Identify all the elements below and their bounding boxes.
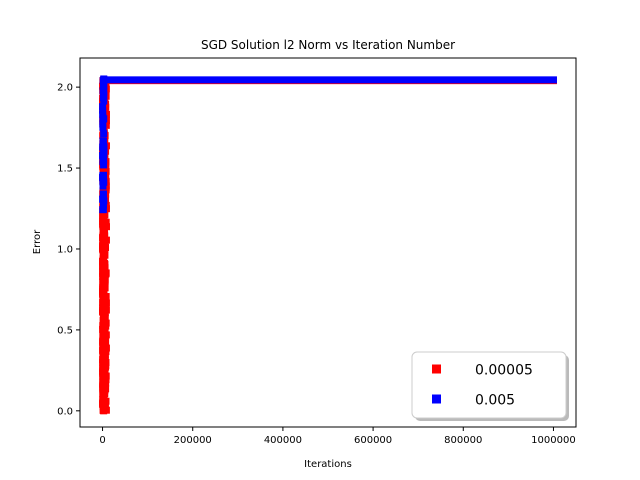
data-point: [99, 173, 107, 181]
y-axis-label: Error: [32, 229, 43, 254]
x-axis-label: Iterations: [304, 459, 352, 470]
y-tick-label: 0.0: [57, 406, 73, 417]
data-point: [100, 82, 108, 90]
legend-box: [411, 351, 567, 419]
data-point: [100, 91, 108, 99]
data-point: [99, 195, 107, 203]
legend-label: 0.00005: [475, 363, 533, 379]
y-tick-label: 0.5: [57, 325, 73, 336]
data-point: [99, 201, 107, 209]
series-1: [99, 75, 557, 214]
x-axis: 0 200000 400000 600000 800000 1000000: [99, 427, 576, 446]
data-point: [100, 156, 108, 164]
y-tick-label: 1.5: [57, 164, 73, 175]
x-tick-label: 1000000: [531, 435, 576, 446]
chart-title: SGD Solution l2 Norm vs Iteration Number: [201, 38, 455, 52]
legend: 0.00005 0.005: [411, 351, 569, 421]
data-point: [100, 143, 108, 151]
data-point: [99, 205, 107, 213]
x-tick-label: 600000: [354, 435, 392, 446]
data-point: [99, 77, 107, 85]
x-tick-label: 800000: [444, 435, 482, 446]
data-point: [100, 177, 108, 185]
data-point: [99, 113, 107, 121]
x-tick-label: 200000: [174, 435, 212, 446]
x-tick-label: 400000: [264, 435, 302, 446]
data-point: [99, 120, 107, 128]
data-point: [100, 130, 108, 138]
y-tick-label: 1.0: [57, 244, 73, 255]
data-point: [100, 161, 108, 169]
data-point: [99, 182, 107, 190]
axes-frame: [79, 57, 577, 428]
data-point: [99, 103, 107, 111]
data-point: [99, 190, 107, 198]
legend-marker: [432, 394, 441, 404]
legend-label: 0.005: [475, 393, 515, 409]
data-marks: [99, 75, 557, 415]
series-plateau-band: [100, 76, 557, 84]
y-tick-label: 2.0: [57, 83, 73, 94]
data-point: [100, 150, 108, 158]
legend-marker: [432, 364, 441, 374]
y-axis: 0.0 0.5 1.0 1.5 2.0: [57, 83, 80, 417]
data-point: [99, 87, 107, 95]
data-point: [99, 137, 107, 145]
data-point: [100, 97, 108, 105]
data-point: [99, 107, 107, 115]
x-tick-label: 0: [99, 435, 105, 446]
